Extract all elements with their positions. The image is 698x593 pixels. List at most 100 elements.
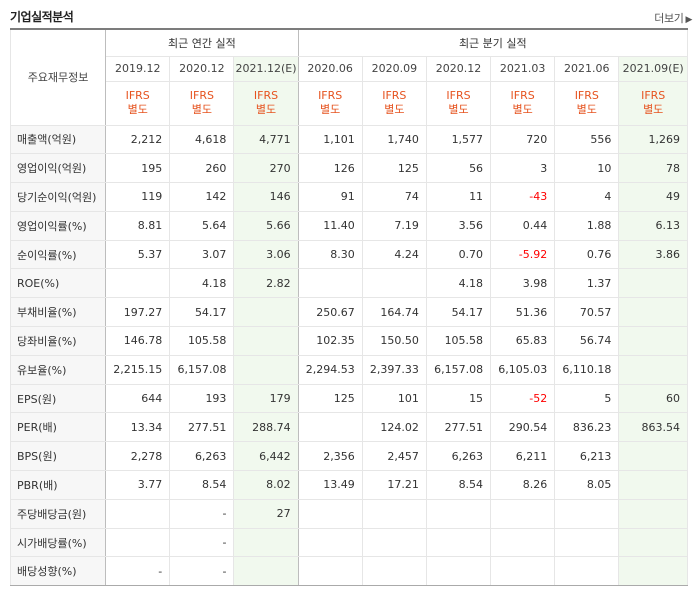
table-cell bbox=[490, 527, 556, 558]
table-cell: 197.27 bbox=[105, 297, 171, 328]
annual-group-header: 최근 연간 실적 bbox=[105, 28, 299, 57]
row-label: 유보율(%) bbox=[9, 354, 107, 385]
table-cell: -5.92 bbox=[490, 239, 556, 270]
ifrs-line1: IFRS bbox=[446, 89, 471, 102]
table-cell: 102.35 bbox=[297, 326, 363, 356]
table-cell: 4.18 bbox=[169, 268, 235, 299]
row-label: 당기순이익(억원) bbox=[9, 182, 107, 212]
table-cell: 1,101 bbox=[297, 124, 363, 155]
table-cell: 60 bbox=[618, 383, 688, 414]
table-cell: 164.74 bbox=[361, 297, 427, 328]
table-cell: 3.06 bbox=[233, 239, 299, 270]
quarter-period-2: 2020.12 bbox=[425, 55, 492, 82]
table-cell: 2,294.53 bbox=[297, 354, 363, 385]
table-cell: 556 bbox=[554, 124, 620, 155]
table-cell: -52 bbox=[490, 383, 556, 414]
table-cell: 0.70 bbox=[425, 239, 492, 270]
table-cell bbox=[490, 556, 556, 587]
table-cell: 5 bbox=[554, 383, 620, 414]
table-cell: - bbox=[169, 498, 235, 529]
table-cell bbox=[105, 527, 171, 558]
table-cell: 277.51 bbox=[425, 412, 492, 443]
table-cell: 6,442 bbox=[233, 441, 299, 472]
table-cell: 8.30 bbox=[297, 239, 363, 270]
table-cell: 150.50 bbox=[361, 326, 427, 356]
table-cell: 277.51 bbox=[169, 412, 235, 443]
row-label: ROE(%) bbox=[9, 268, 107, 299]
ifrs-header-row: IFRS 별도 IFRS 별도 IFRS 별도 IFRS 별도 IFRS 별도 IFRS 별도 IFRS… bbox=[11, 80, 688, 126]
more-arrow-icon: ▶ bbox=[685, 15, 692, 25]
ifrs-line2: 별도 bbox=[643, 103, 664, 116]
table-cell: 179 bbox=[233, 383, 299, 414]
table-cell: 17.21 bbox=[361, 470, 427, 500]
table-cell: 836.23 bbox=[554, 412, 620, 443]
quarter-period-5: 2021.09(E) bbox=[618, 55, 688, 82]
ifrs-line1: IFRS bbox=[125, 89, 150, 102]
row-label: 배당성향(%) bbox=[9, 556, 107, 587]
table-cell: 644 bbox=[105, 383, 171, 414]
table-cell: 5.66 bbox=[233, 210, 299, 241]
ifrs-label: IFRS 별도 bbox=[169, 80, 235, 126]
table-cell bbox=[554, 498, 620, 529]
table-cell: 6,263 bbox=[169, 441, 235, 472]
table-cell bbox=[233, 527, 299, 558]
table-cell: 1,740 bbox=[361, 124, 427, 155]
table-cell bbox=[618, 354, 688, 385]
table-row: 영업이익(억원) 195 260 270 126 125 56 3 10 78 bbox=[9, 153, 688, 184]
table-cell: 91 bbox=[297, 182, 363, 212]
table-cell: -43 bbox=[490, 182, 556, 212]
table-cell bbox=[425, 498, 492, 529]
table-cell: 54.17 bbox=[425, 297, 492, 328]
ifrs-line1: IFRS bbox=[318, 89, 343, 102]
table-row: 순이익률(%) 5.37 3.07 3.06 8.30 4.24 0.70 -5.92 0.76… bbox=[9, 239, 688, 270]
ifrs-label: IFRS 별도 bbox=[233, 80, 299, 126]
ifrs-label: IFRS 별도 bbox=[490, 80, 556, 126]
table-cell: 250.67 bbox=[297, 297, 363, 328]
section-header: 기업실적분석 더보기 ▶ bbox=[10, 8, 692, 26]
table-cell: 56 bbox=[425, 153, 492, 184]
ifrs-line1: IFRS bbox=[189, 89, 214, 102]
ifrs-line1: IFRS bbox=[382, 89, 407, 102]
more-link[interactable]: 더보기 ▶ bbox=[654, 10, 692, 26]
table-cell: 4 bbox=[554, 182, 620, 212]
table-cell bbox=[618, 297, 688, 328]
table-cell: 1.37 bbox=[554, 268, 620, 299]
table-cell bbox=[297, 412, 363, 443]
table-row: 주당배당금(원) -27 bbox=[9, 498, 688, 529]
annual-period-2: 2021.12(E) bbox=[233, 55, 299, 82]
table-cell: 7.19 bbox=[361, 210, 427, 241]
table-cell: - bbox=[105, 556, 171, 587]
table-cell: 126 bbox=[297, 153, 363, 184]
table-row: EPS(원) 644 193 179 125 101 15 -52 5 60 bbox=[9, 383, 688, 414]
table-cell: 146 bbox=[233, 182, 299, 212]
table-cell: 11.40 bbox=[297, 210, 363, 241]
table-row: 매출액(억원) 2,212 4,618 4,771 1,101 1,740 1,577 720… bbox=[9, 124, 688, 155]
table-row: 부채비율(%) 197.27 54.17 250.67 164.74 54.17 51.36… bbox=[9, 297, 688, 328]
annual-period-1: 2020.12 bbox=[169, 55, 235, 82]
table-cell bbox=[361, 556, 427, 587]
table-cell: - bbox=[169, 556, 235, 587]
table-cell bbox=[618, 268, 688, 299]
table-cell bbox=[618, 556, 688, 587]
quarter-period-3: 2021.03 bbox=[490, 55, 556, 82]
ifrs-line2: 별도 bbox=[320, 103, 341, 116]
table-cell: 8.02 bbox=[233, 470, 299, 500]
table-cell: 142 bbox=[169, 182, 235, 212]
table-cell bbox=[233, 556, 299, 587]
table-cell: 1,269 bbox=[618, 124, 688, 155]
table-cell: 78 bbox=[618, 153, 688, 184]
ifrs-line1: IFRS bbox=[574, 89, 599, 102]
quarter-period-4: 2021.06 bbox=[554, 55, 620, 82]
table-cell bbox=[297, 556, 363, 587]
table-cell: 6,110.18 bbox=[554, 354, 620, 385]
table-cell: 2,278 bbox=[105, 441, 171, 472]
table-cell: 3.98 bbox=[490, 268, 556, 299]
ifrs-label: IFRS 별도 bbox=[618, 80, 688, 126]
table-cell: 1.88 bbox=[554, 210, 620, 241]
annual-period-0: 2019.12 bbox=[105, 55, 171, 82]
table-cell: 5.64 bbox=[169, 210, 235, 241]
table-cell: 3.86 bbox=[618, 239, 688, 270]
table-cell: 49 bbox=[618, 182, 688, 212]
table-cell bbox=[297, 527, 363, 558]
table-row: 유보율(%) 2,215.15 6,157.08 2,294.53 2,397.33 6,… bbox=[9, 354, 688, 385]
